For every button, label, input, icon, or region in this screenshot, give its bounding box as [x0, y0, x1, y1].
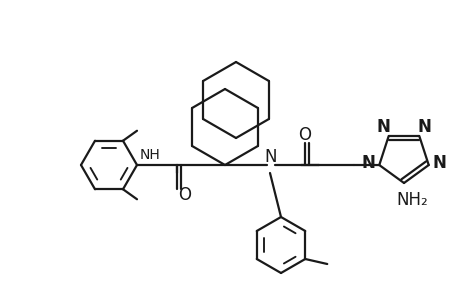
Text: N: N	[432, 154, 446, 172]
Text: O: O	[298, 126, 311, 144]
Text: N: N	[376, 118, 390, 136]
Text: N: N	[264, 148, 277, 166]
Text: O: O	[178, 186, 191, 204]
Text: N: N	[361, 154, 375, 172]
Text: N: N	[416, 118, 430, 136]
Text: NH: NH	[140, 148, 160, 162]
Text: NH₂: NH₂	[395, 191, 427, 209]
